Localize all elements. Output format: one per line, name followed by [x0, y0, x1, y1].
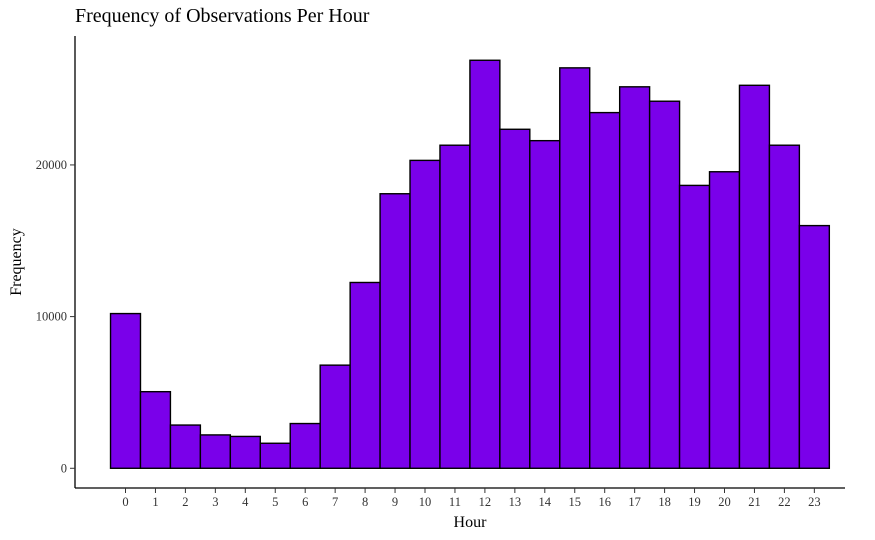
x-tick-label: 19	[688, 495, 701, 509]
x-tick-label: 21	[748, 495, 761, 509]
x-tick-label: 7	[332, 495, 338, 509]
y-axis-label: Frequency	[8, 228, 25, 296]
bar-hour-5	[259, 442, 291, 469]
y-tick-label: 10000	[36, 310, 67, 324]
x-tick-label: 9	[392, 495, 398, 509]
x-tick-label: 3	[212, 495, 218, 509]
x-tick-label: 5	[272, 495, 278, 509]
bar-hour-19	[678, 184, 711, 469]
bar-hour-17	[618, 86, 651, 469]
x-tick-label: 23	[808, 495, 821, 509]
bar-hour-22	[768, 144, 801, 469]
x-tick-label: 22	[778, 495, 791, 509]
bar-hour-7	[319, 364, 351, 469]
bar-hour-6	[289, 422, 321, 469]
x-tick-label: 18	[658, 495, 671, 509]
axes-layer	[74, 36, 845, 489]
bars-layer	[109, 59, 831, 469]
x-tick-label: 6	[302, 495, 308, 509]
bar-hour-20	[708, 171, 741, 469]
bar-hour-0	[109, 312, 142, 469]
bar-hour-8	[349, 281, 381, 469]
bar-hour-9	[379, 193, 411, 469]
ticks-layer: 0 1 2 3 4 5 6 7 8 9 10 11 12 13 14 15 16 17 18 19 20 21 22 2301…	[36, 158, 821, 509]
bar-hour-16	[589, 111, 621, 469]
x-tick-label: 16	[598, 495, 611, 509]
bar-hour-1	[139, 390, 172, 469]
x-tick-label: 20	[718, 495, 731, 509]
y-tick-label: 20000	[36, 158, 67, 172]
x-tick-label: 15	[569, 495, 582, 509]
x-tick-label: 12	[479, 495, 492, 509]
bar-hour-4	[229, 435, 261, 469]
x-tick-label: 1	[152, 495, 158, 509]
x-tick-label: 14	[539, 495, 552, 509]
x-tick-label: 0	[122, 495, 128, 509]
bar-hour-3	[199, 434, 232, 469]
x-tick-label: 4	[242, 495, 249, 509]
x-tick-label: 11	[449, 495, 461, 509]
x-tick-label: 2	[182, 495, 188, 509]
x-tick-label: 10	[419, 495, 432, 509]
bar-hour-21	[738, 84, 771, 469]
bar-hour-12	[469, 59, 501, 469]
chart-title: Frequency of Observations Per Hour	[75, 5, 370, 27]
x-axis-label: Hour	[454, 514, 488, 531]
bar-hour-11	[439, 144, 471, 469]
x-tick-label: 8	[362, 495, 368, 509]
bar-hour-18	[648, 100, 681, 469]
bar-hour-14	[529, 139, 561, 469]
bar-hour-13	[499, 128, 531, 469]
bar-hour-23	[798, 224, 831, 469]
x-tick-label: 13	[509, 495, 522, 509]
y-tick-label: 0	[61, 461, 67, 475]
bar-hour-15	[559, 67, 591, 469]
bar-hour-10	[409, 159, 441, 469]
bar-hour-2	[169, 424, 202, 469]
x-tick-label: 17	[628, 495, 641, 509]
